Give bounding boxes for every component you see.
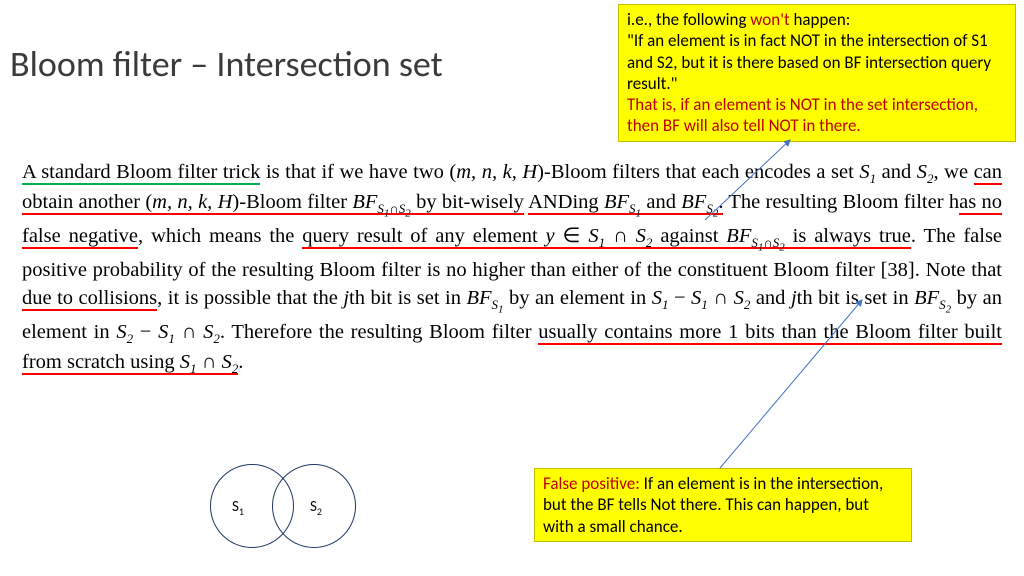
phrase-bloom-trick: A standard Bloom filter trick [22, 161, 260, 185]
phrase-query-true: query result of any element y ∈ S1 ∩ S2 … [302, 225, 911, 249]
venn-label-s2: S2 [310, 498, 322, 518]
body-paragraph: A standard Bloom filter trick is that if… [22, 158, 1002, 378]
callout2-label: False positive: [543, 473, 640, 494]
page-title: Bloom filter – Intersection set [10, 42, 443, 86]
callout1-line2: "If an element is in fact NOT in the int… [627, 30, 991, 94]
callout1-line1a: i.e., the following [627, 9, 750, 30]
venn-s1-sub: 1 [239, 505, 244, 518]
phrase-more-bits: usually contains more 1 bits than the Bl… [22, 321, 1002, 375]
phrase-collisions: due to collisions [22, 287, 157, 311]
callout1-wont: won't [750, 9, 789, 30]
venn-s2-letter: S [310, 498, 317, 516]
venn-diagram: S1 S2 [210, 460, 380, 560]
venn-s1-letter: S [232, 498, 239, 516]
venn-label-s1: S1 [232, 498, 244, 518]
slide: Bloom filter – Intersection set i.e., th… [0, 0, 1024, 576]
callout-false-positive: False positive: If an element is in the … [534, 468, 912, 542]
phrase-anding: ANDing BFS1 and BFS2. [528, 191, 723, 215]
venn-s2-sub: 2 [317, 505, 322, 518]
callout1-line1c: happen: [790, 9, 851, 30]
callout1-line3: That is, if an element is NOT in the set… [627, 94, 978, 136]
callout-no-false-negative: i.e., the following won't happen: "If an… [618, 4, 1016, 142]
